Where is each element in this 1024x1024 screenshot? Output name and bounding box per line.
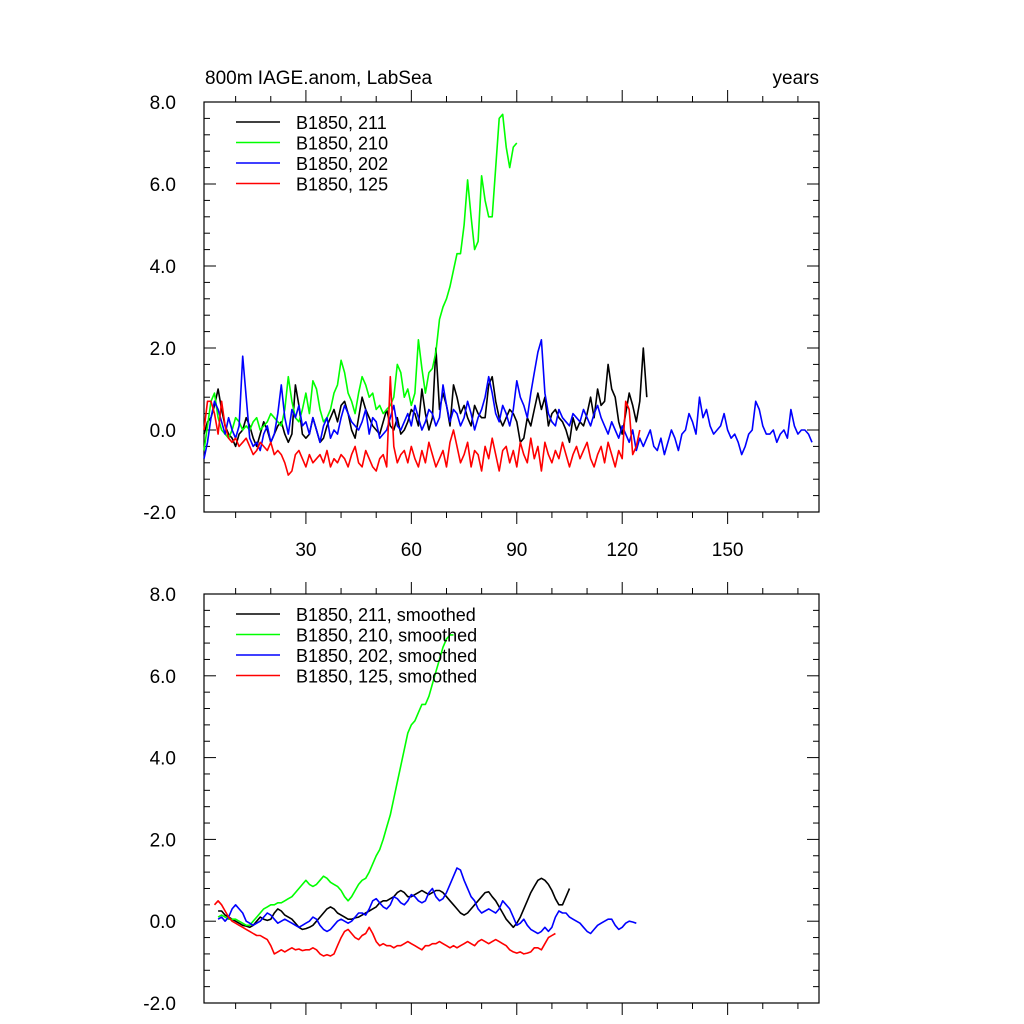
series-line-4: [213, 899, 556, 957]
series-line-1: [218, 877, 571, 931]
series-line-1: [203, 347, 648, 448]
x-tick-label: 30: [295, 540, 316, 561]
y-tick-label: 8.0: [150, 93, 176, 114]
plot-frame: [203, 593, 820, 1004]
legend-label: B1850, 202: [296, 154, 388, 174]
legend-label: B1850, 210, smoothed: [296, 626, 477, 646]
plot-frame: [203, 101, 820, 513]
y-tick-label: 6.0: [150, 667, 176, 688]
chart-title: 800m IAGE.anom, LabSea: [205, 68, 433, 89]
y-tick-label: 0.0: [150, 421, 176, 442]
y-tick-label: 0.0: [150, 912, 176, 933]
x-tick-label: 150: [712, 540, 744, 561]
legend-label: B1850, 202, smoothed: [296, 646, 477, 666]
legend-label: B1850, 211: [296, 113, 387, 133]
y-tick-label: 2.0: [150, 830, 176, 851]
series-line-2: [217, 634, 454, 927]
y-tick-label: -2.0: [143, 503, 176, 524]
legend-label: B1850, 125, smoothed: [296, 667, 477, 687]
series-line-4: [203, 375, 641, 476]
series-line-2: [203, 113, 518, 451]
legend-label: B1850, 211, smoothed: [296, 605, 476, 625]
y-tick-label: 4.0: [150, 749, 176, 770]
chart-right-title: years: [773, 68, 819, 89]
y-tick-label: 8.0: [150, 585, 176, 606]
legend-label: B1850, 125: [296, 175, 388, 195]
y-tick-label: 4.0: [150, 257, 176, 278]
y-tick-label: -2.0: [143, 994, 176, 1015]
y-tick-label: 6.0: [150, 175, 176, 196]
series-line-3: [217, 867, 637, 935]
y-tick-label: 2.0: [150, 339, 176, 360]
x-tick-label: 90: [506, 540, 527, 561]
top-panel: 800m IAGE.anom, LabSea years -2.0 0.0 2.0 4…: [143, 68, 820, 561]
x-tick-label: 60: [401, 540, 422, 561]
legend-label: B1850, 210: [296, 134, 388, 154]
x-tick-label: 120: [606, 540, 638, 561]
series-line-3: [203, 338, 813, 459]
